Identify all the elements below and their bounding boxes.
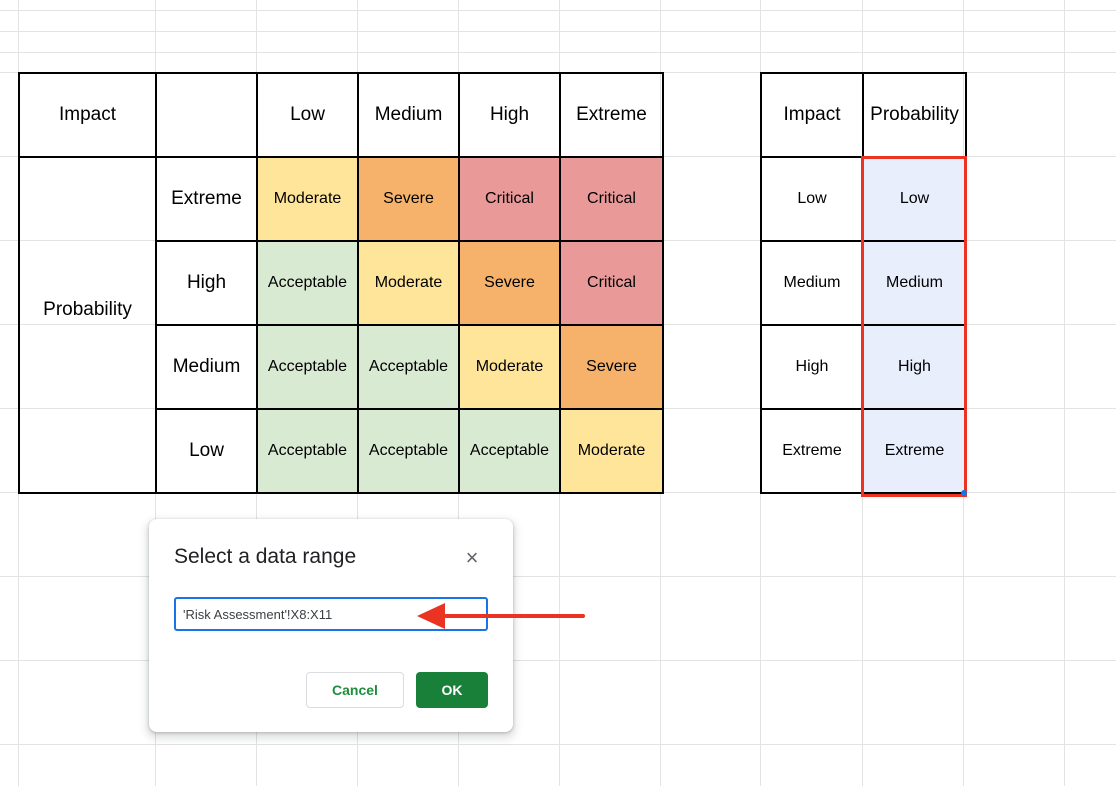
range-input[interactable] (174, 597, 488, 631)
lookup-probability-cell[interactable]: Medium (862, 240, 967, 326)
risk-cell[interactable]: Severe (357, 156, 460, 242)
probability-axis-label: Probability (43, 299, 132, 320)
impact-header-extreme[interactable]: Extreme (559, 72, 664, 158)
probability-side-cell[interactable] (18, 156, 157, 241)
probability-side-cell[interactable] (18, 325, 157, 409)
matrix-row: Low Acceptable Acceptable Acceptable Mod… (18, 408, 664, 494)
risk-cell[interactable]: Critical (458, 156, 561, 242)
risk-cell[interactable]: Acceptable (357, 408, 460, 494)
select-range-dialog: Select a data range × Cancel OK (149, 519, 513, 732)
impact-header-high[interactable]: High (458, 72, 561, 158)
risk-cell[interactable]: Severe (458, 240, 561, 326)
matrix-corner-label[interactable]: Impact (18, 72, 157, 158)
impact-header-medium[interactable]: Medium (357, 72, 460, 158)
matrix-row: Medium Acceptable Acceptable Moderate Se… (18, 324, 664, 410)
risk-cell[interactable]: Acceptable (458, 408, 561, 494)
probability-label-extreme[interactable]: Extreme (155, 156, 258, 242)
risk-cell[interactable]: Moderate (357, 240, 460, 326)
probability-label-high[interactable]: High (155, 240, 258, 326)
matrix-row: Extreme Moderate Severe Critical Critica… (18, 156, 664, 242)
matrix-header-row: Impact Low Medium High Extreme (18, 72, 664, 158)
cancel-button[interactable]: Cancel (306, 672, 404, 708)
lookup-row: Extreme Extreme (760, 408, 967, 494)
selection-fill-handle[interactable] (961, 490, 967, 496)
dialog-title: Select a data range (174, 545, 357, 568)
lookup-table: Impact Probability Low Low Medium Medium… (760, 72, 967, 494)
risk-cell[interactable]: Moderate (559, 408, 664, 494)
probability-label-low[interactable]: Low (155, 408, 258, 494)
risk-cell[interactable]: Acceptable (256, 240, 359, 326)
lookup-row: Medium Medium (760, 240, 967, 326)
risk-cell[interactable]: Acceptable (256, 324, 359, 410)
ok-button[interactable]: OK (416, 672, 488, 708)
lookup-impact-cell[interactable]: High (760, 324, 864, 410)
lookup-header-row: Impact Probability (760, 72, 967, 158)
impact-header-low[interactable]: Low (256, 72, 359, 158)
arrow-left-icon (417, 603, 585, 629)
lookup-probability-cell[interactable]: High (862, 324, 967, 410)
probability-label-medium[interactable]: Medium (155, 324, 258, 410)
matrix-row: Probability High Acceptable Moderate Sev… (18, 240, 664, 326)
lookup-impact-cell[interactable]: Low (760, 156, 864, 242)
lookup-probability-cell[interactable]: Extreme (862, 408, 967, 494)
lookup-header-probability[interactable]: Probability (862, 72, 967, 158)
risk-cell[interactable]: Severe (559, 324, 664, 410)
risk-cell[interactable]: Acceptable (256, 408, 359, 494)
risk-cell[interactable]: Moderate (458, 324, 561, 410)
lookup-row: High High (760, 324, 967, 410)
risk-cell[interactable]: Acceptable (357, 324, 460, 410)
selection-highlight (861, 156, 967, 497)
risk-matrix: Impact Low Medium High Extreme Extreme M… (18, 72, 664, 494)
matrix-empty-cell[interactable] (155, 72, 258, 158)
lookup-impact-cell[interactable]: Medium (760, 240, 864, 326)
probability-side-cell[interactable] (18, 409, 157, 494)
risk-cell[interactable]: Critical (559, 156, 664, 242)
risk-cell[interactable]: Critical (559, 240, 664, 326)
close-icon[interactable]: × (465, 545, 479, 570)
risk-cell[interactable]: Moderate (256, 156, 359, 242)
probability-axis-label-cell[interactable]: Probability (18, 241, 157, 325)
lookup-header-impact[interactable]: Impact (760, 72, 864, 158)
lookup-impact-cell[interactable]: Extreme (760, 408, 864, 494)
